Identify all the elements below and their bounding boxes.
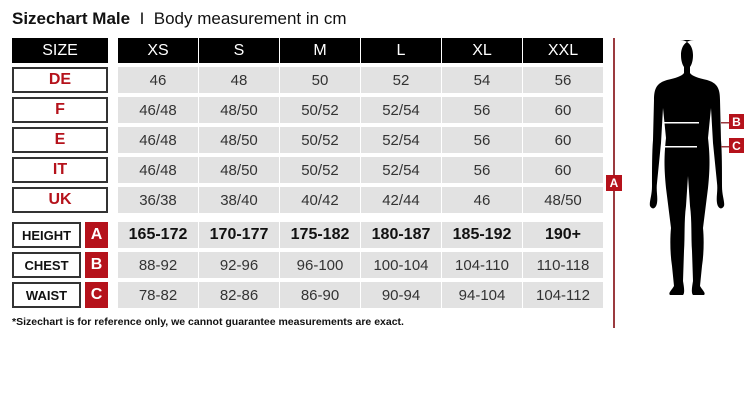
table-cell: 56 — [442, 97, 522, 123]
table-cell: 52 — [361, 67, 441, 93]
title-sub: Body measurement in cm — [153, 9, 347, 28]
table-cell: 48/50 — [199, 127, 279, 153]
table-cell: 110-118 — [523, 252, 603, 278]
table-cell: 56 — [523, 67, 603, 93]
row-badge-a: A — [85, 222, 108, 248]
row-badge-c: C — [85, 282, 108, 308]
row-label-waist: WAIST — [12, 282, 81, 308]
table-cell: 96-100 — [280, 252, 360, 278]
size-header-xs: XS — [118, 38, 198, 63]
table-cell: 42/44 — [361, 187, 441, 213]
row-label-chest: CHEST — [12, 252, 81, 278]
table-cell: 165-172 — [118, 222, 198, 248]
table-cell: 48/50 — [199, 97, 279, 123]
row-label-f: F — [12, 97, 108, 123]
size-header-xxl: XXL — [523, 38, 603, 63]
table-cell: 88-92 — [118, 252, 198, 278]
row-label-e: E — [12, 127, 108, 153]
table-cell: 170-177 — [199, 222, 279, 248]
table-cell: 90-94 — [361, 282, 441, 308]
row-badge-b: B — [85, 252, 108, 278]
table-cell: 78-82 — [118, 282, 198, 308]
table-cell: 60 — [523, 127, 603, 153]
table-cell: 46/48 — [118, 127, 198, 153]
table-cell: 54 — [442, 67, 522, 93]
size-header-l: L — [361, 38, 441, 63]
badge-b: B — [729, 114, 744, 129]
row-label-uk: UK — [12, 187, 108, 213]
table-cell: 38/40 — [199, 187, 279, 213]
table-cell: 46/48 — [118, 97, 198, 123]
size-header-m: M — [280, 38, 360, 63]
row-label-de: DE — [12, 67, 108, 93]
table-cell: 52/54 — [361, 97, 441, 123]
table-cell: 50 — [280, 67, 360, 93]
badge-a: A — [606, 175, 622, 191]
footnote: *Sizechart is for reference only, we can… — [12, 316, 404, 328]
table-cell: 46 — [118, 67, 198, 93]
title-separator: I — [139, 9, 145, 28]
table-cell: 94-104 — [442, 282, 522, 308]
row-label-height: HEIGHT — [12, 222, 81, 248]
male-silhouette-icon — [649, 40, 729, 295]
table-cell: 40/42 — [280, 187, 360, 213]
chest-line — [663, 122, 699, 124]
table-cell: 48 — [199, 67, 279, 93]
table-cell: 82-86 — [199, 282, 279, 308]
table-cell: 60 — [523, 97, 603, 123]
table-cell: 100-104 — [361, 252, 441, 278]
table-cell: 52/54 — [361, 127, 441, 153]
table-cell: 86-90 — [280, 282, 360, 308]
table-cell: 52/54 — [361, 157, 441, 183]
table-cell: 48/50 — [523, 187, 603, 213]
chart-title: Sizechart Male I Body measurement in cm — [12, 9, 347, 29]
table-cell: 92-96 — [199, 252, 279, 278]
row-label-it: IT — [12, 157, 108, 183]
table-cell: 104-112 — [523, 282, 603, 308]
size-header-s: S — [199, 38, 279, 63]
table-cell: 46/48 — [118, 157, 198, 183]
table-cell: 175-182 — [280, 222, 360, 248]
table-cell: 190+ — [523, 222, 603, 248]
table-cell: 46 — [442, 187, 522, 213]
table-cell: 50/52 — [280, 157, 360, 183]
table-cell: 60 — [523, 157, 603, 183]
waist-line — [665, 146, 697, 148]
title-main: Sizechart Male — [12, 9, 131, 28]
badge-c: C — [729, 138, 744, 153]
table-cell: 50/52 — [280, 97, 360, 123]
table-cell: 185-192 — [442, 222, 522, 248]
size-header-xl: XL — [442, 38, 522, 63]
table-cell: 48/50 — [199, 157, 279, 183]
size-header-label: SIZE — [12, 38, 108, 63]
table-cell: 56 — [442, 127, 522, 153]
table-cell: 104-110 — [442, 252, 522, 278]
table-cell: 36/38 — [118, 187, 198, 213]
table-cell: 180-187 — [361, 222, 441, 248]
table-cell: 56 — [442, 157, 522, 183]
table-cell: 50/52 — [280, 127, 360, 153]
